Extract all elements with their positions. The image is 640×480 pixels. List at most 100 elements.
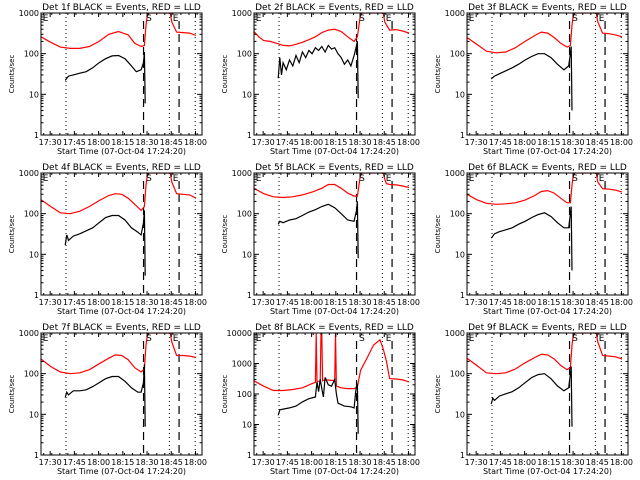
y-axis-label: Counts/sec — [221, 375, 229, 414]
marker-label: S — [146, 334, 152, 344]
x-tick-label: 18:00 — [610, 138, 633, 147]
x-tick-label: 17:45 — [63, 458, 86, 467]
y-tick-label: 10 — [455, 250, 465, 259]
x-tick-label: 17:45 — [63, 298, 86, 307]
x-tick-label: 18:45 — [160, 458, 183, 467]
lld-series-line — [254, 173, 410, 199]
x-tick-label: 18:30 — [562, 138, 585, 147]
y-tick-label: 1 — [34, 451, 39, 460]
lld-series-line — [254, 13, 410, 47]
events-series-line — [64, 51, 146, 104]
lld-series-line — [467, 333, 623, 375]
y-axis-label: Counts/sec — [8, 375, 16, 414]
x-tick-label: 18:15 — [537, 298, 560, 307]
marker-label: S — [572, 14, 578, 24]
x-tick-label: 18:00 — [300, 458, 323, 467]
plot-frame — [253, 172, 416, 296]
y-tick-label: 1 — [34, 291, 39, 300]
marker-label: E — [469, 14, 475, 24]
events-series-line — [490, 206, 573, 271]
y-axis-label: Counts/sec — [221, 215, 229, 254]
x-tick-label: 18:00 — [87, 298, 110, 307]
events-series-line — [277, 201, 359, 259]
y-tick-label: 1 — [460, 451, 465, 460]
y-tick-label: 10 — [242, 250, 252, 259]
events-series-line — [277, 377, 359, 434]
marker-label: S — [359, 334, 365, 344]
x-tick-label: 17:45 — [63, 138, 86, 147]
marker-label: E — [173, 14, 179, 24]
y-tick-label: 1000 — [19, 169, 39, 178]
plot-frame — [40, 172, 203, 296]
y-tick-label: 1000 — [445, 329, 465, 338]
y-tick-label: 10 — [242, 90, 252, 99]
marker-label: E — [43, 14, 49, 24]
marker-label: E — [43, 174, 49, 184]
x-tick-label: 18:00 — [87, 138, 110, 147]
y-tick-label: 1000 — [445, 169, 465, 178]
lld-series-line — [254, 333, 410, 392]
x-tick-label: 18:15 — [537, 458, 560, 467]
y-tick-label: 100 — [450, 50, 465, 59]
x-tick-label: 18:00 — [513, 298, 536, 307]
marker-label: E — [599, 14, 605, 24]
marker-label: E — [173, 334, 179, 344]
y-tick-label: 1 — [460, 291, 465, 300]
y-tick-label: 10 — [29, 410, 39, 419]
marker-label: E — [386, 334, 392, 344]
x-tick-label: 17:30 — [39, 458, 62, 467]
y-tick-label: 100 — [450, 210, 465, 219]
y-tick-label: 1 — [247, 131, 252, 140]
x-tick-label: 17:30 — [465, 298, 488, 307]
x-tick-label: 18:00 — [513, 458, 536, 467]
y-tick-label: 10000 — [227, 329, 252, 338]
x-tick-label: 18:45 — [373, 298, 396, 307]
y-tick-label: 1 — [460, 131, 465, 140]
marker-label: S — [572, 334, 578, 344]
marker-label: S — [359, 14, 365, 24]
marker-label: S — [359, 174, 365, 184]
marker-label: E — [599, 334, 605, 344]
y-tick-label: 1000 — [19, 329, 39, 338]
y-tick-label: 10 — [29, 250, 39, 259]
y-tick-label: 100 — [24, 210, 39, 219]
x-tick-label: 18:30 — [349, 138, 372, 147]
x-tick-label: 18:00 — [300, 298, 323, 307]
y-tick-label: 1000 — [445, 9, 465, 18]
x-axis-label: Start Time (07-Oct-04 17:24:20) — [483, 467, 612, 476]
marker-label: E — [469, 174, 475, 184]
marker-label: S — [146, 174, 152, 184]
events-series-line — [490, 366, 573, 427]
x-tick-label: 17:30 — [252, 138, 275, 147]
x-tick-label: 18:30 — [349, 298, 372, 307]
panel-title: Det 3f BLACK = Events, RED = LLD — [468, 3, 627, 13]
x-tick-label: 18:15 — [111, 138, 134, 147]
x-tick-label: 18:45 — [373, 458, 396, 467]
y-tick-label: 1000 — [232, 169, 252, 178]
marker-label: E — [469, 334, 475, 344]
y-tick-label: 10 — [455, 410, 465, 419]
marker-label: E — [256, 334, 262, 344]
x-tick-label: 18:15 — [537, 138, 560, 147]
x-tick-label: 17:30 — [252, 458, 275, 467]
x-tick-label: 18:30 — [562, 458, 585, 467]
x-tick-label: 18:45 — [160, 298, 183, 307]
y-tick-label: 1 — [247, 451, 252, 460]
marker-label: S — [572, 174, 578, 184]
y-tick-label: 1 — [34, 131, 39, 140]
y-tick-label: 100 — [24, 50, 39, 59]
x-tick-label: 18:15 — [324, 138, 347, 147]
x-axis-label: Start Time (07-Oct-04 17:24:20) — [57, 147, 186, 156]
y-axis-label: Counts/sec — [8, 215, 16, 254]
marker-label: S — [146, 14, 152, 24]
x-tick-label: 18:00 — [397, 458, 420, 467]
plot-frame — [253, 332, 416, 456]
x-tick-label: 17:45 — [489, 298, 512, 307]
lld-series-line — [41, 13, 197, 50]
y-axis-label: Counts/sec — [434, 215, 442, 254]
